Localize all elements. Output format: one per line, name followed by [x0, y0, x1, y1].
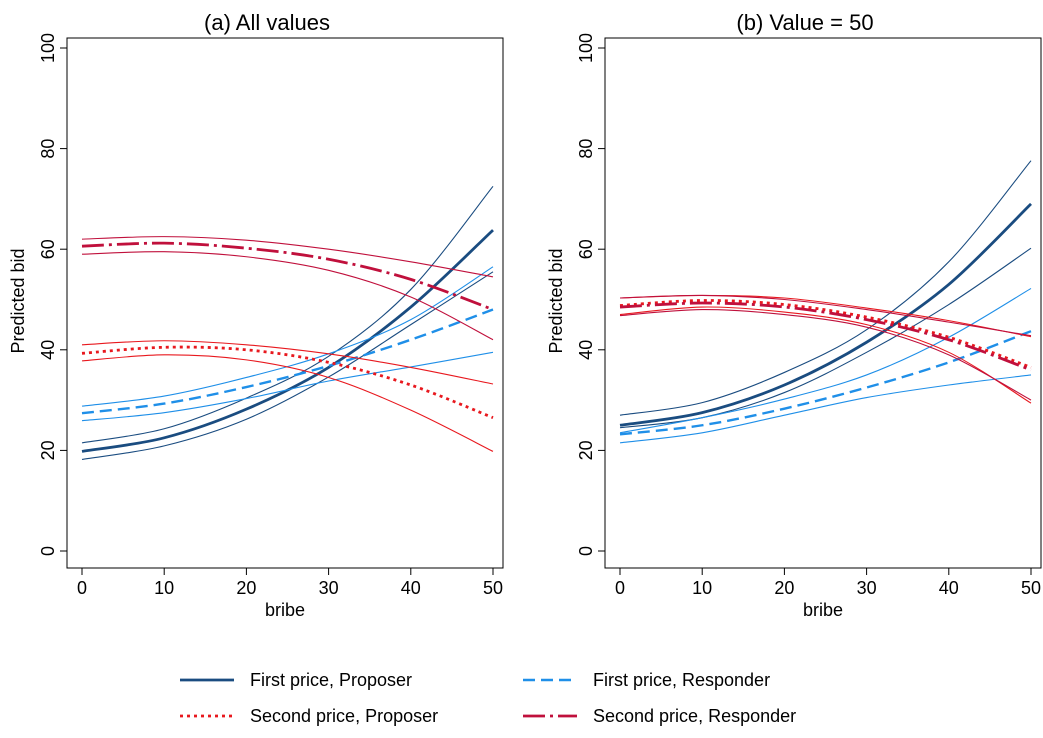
legend-item-first-price-proposer: First price, Proposer [180, 670, 412, 690]
legend-label: Second price, Responder [593, 706, 796, 726]
series-second-price-proposer [81, 340, 494, 452]
series-line [619, 202, 1032, 427]
legend-item-first-price-responder: First price, Responder [523, 670, 770, 690]
plot-frame [66, 37, 504, 569]
y-tick-label: 100 [576, 33, 596, 63]
x-axis-title: bribe [265, 600, 305, 620]
panel-value-50: (b) Value = 50 Predicted bid bribe 0 10 20… [546, 10, 1042, 620]
confidence-bound-lower [619, 374, 1032, 444]
confidence-bound-lower [619, 306, 1032, 404]
panel-title: (b) Value = 50 [736, 10, 873, 35]
series-line [619, 301, 1032, 372]
y-axis-title: Predicted bid [8, 248, 28, 353]
y-tick-label: 80 [38, 139, 58, 159]
confidence-bound-upper [81, 340, 494, 385]
x-tick-label: 50 [483, 578, 503, 598]
series-second-price-proposer [619, 294, 1032, 404]
series-second-price-responder [81, 236, 494, 341]
series-line [81, 241, 494, 311]
x-tick-label: 20 [774, 578, 794, 598]
confidence-bound-lower [81, 354, 494, 452]
y-tick-label: 0 [38, 546, 58, 556]
x-tick-label: 40 [939, 578, 959, 598]
confidence-bound-lower [619, 247, 1032, 429]
y-tick-label: 80 [576, 139, 596, 159]
legend-label: Second price, Proposer [250, 706, 438, 726]
y-tick-label: 20 [576, 440, 596, 460]
confidence-bound-upper [619, 294, 1032, 337]
confidence-bound-upper [619, 294, 1032, 338]
legend-item-second-price-responder: Second price, Responder [523, 706, 796, 726]
x-tick-label: 40 [401, 578, 421, 598]
legend-label: First price, Proposer [250, 670, 412, 690]
y-tick-label: 100 [38, 33, 58, 63]
confidence-bound-lower [81, 271, 494, 460]
confidence-bound-lower [619, 309, 1032, 401]
confidence-bound-upper [619, 160, 1032, 416]
x-tick-label: 30 [319, 578, 339, 598]
series-second-price-responder [619, 294, 1032, 401]
y-tick-label: 0 [576, 546, 596, 556]
legend: First price, Proposer First price, Respon… [180, 670, 796, 726]
x-tick-label: 50 [1021, 578, 1041, 598]
x-tick-label: 0 [77, 578, 87, 598]
x-tick-label: 10 [692, 578, 712, 598]
y-tick-label: 40 [576, 340, 596, 360]
confidence-bound-upper [81, 236, 494, 278]
y-tick-label: 40 [38, 340, 58, 360]
series-line [81, 229, 494, 453]
y-tick-label: 60 [576, 239, 596, 259]
confidence-bound-lower [81, 251, 494, 341]
confidence-bound-upper [81, 185, 494, 444]
x-tick-label: 30 [857, 578, 877, 598]
x-tick-label: 20 [236, 578, 256, 598]
confidence-bound-lower [81, 351, 494, 422]
y-axis-title: Predicted bid [546, 248, 566, 353]
panel-all-values: (a) All values Predicted bid bribe 0 10 20… [8, 10, 504, 620]
legend-item-second-price-proposer: Second price, Proposer [180, 706, 438, 726]
x-tick-label: 0 [615, 578, 625, 598]
panel-title: (a) All values [204, 10, 330, 35]
y-tick-label: 20 [38, 440, 58, 460]
plot-frame [604, 37, 1042, 569]
y-tick-label: 60 [38, 239, 58, 259]
series-line [81, 308, 494, 415]
x-axis-title: bribe [803, 600, 843, 620]
confidence-bound-upper [619, 287, 1032, 434]
legend-label: First price, Responder [593, 670, 770, 690]
x-tick-label: 10 [154, 578, 174, 598]
series-first-price-proposer [81, 185, 494, 460]
